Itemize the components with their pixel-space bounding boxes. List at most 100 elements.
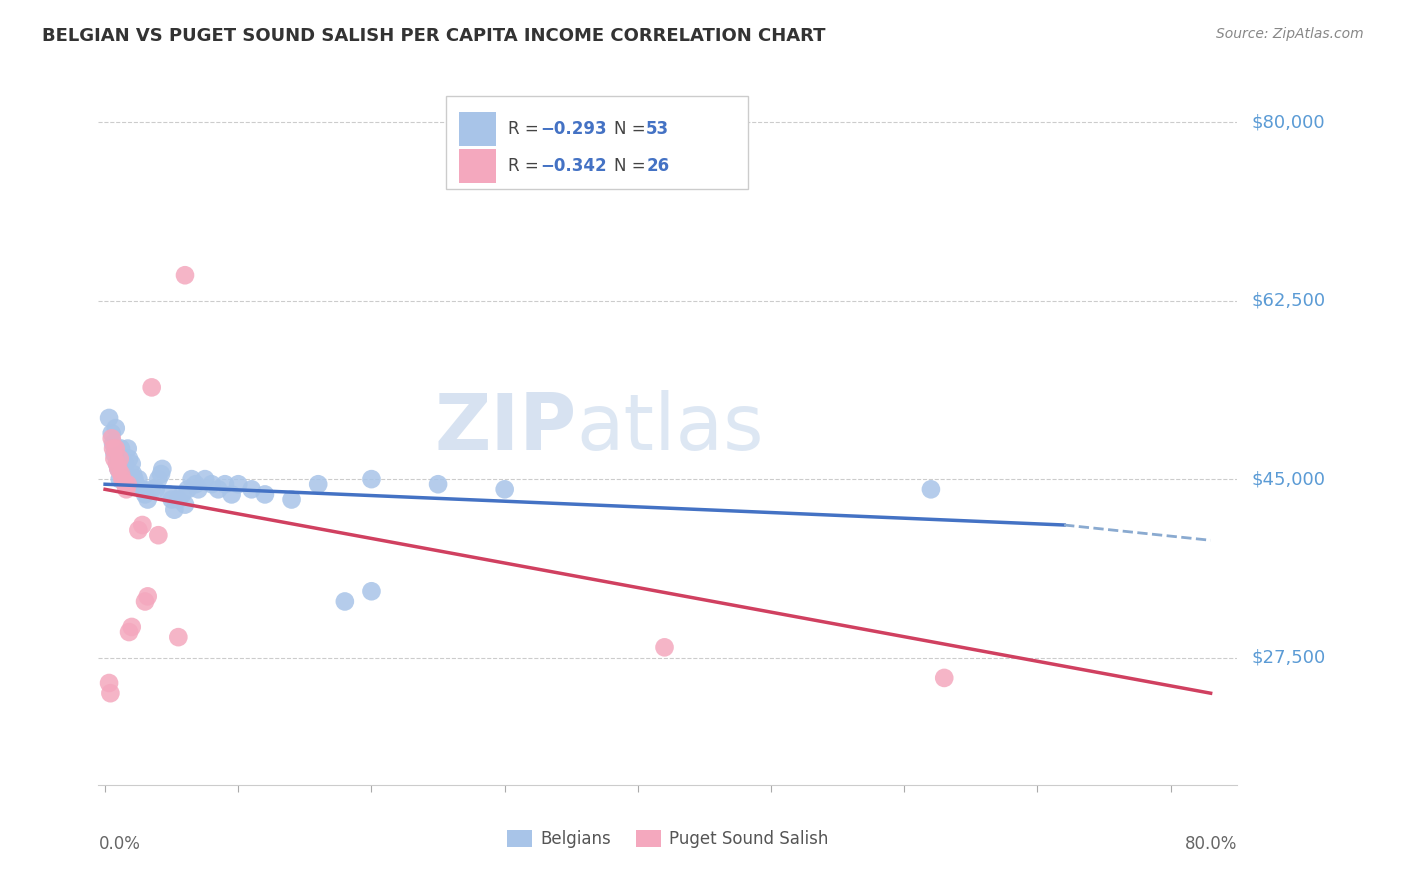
Point [226,477,249,491]
Point [108,472,131,486]
Point [105,457,128,471]
Point [174,268,197,283]
Point [150,467,173,481]
Text: $62,500: $62,500 [1251,292,1326,310]
Text: Source: ZipAtlas.com: Source: ZipAtlas.com [1216,27,1364,41]
Point [214,477,236,491]
Point [105,457,128,471]
Point [494,483,516,497]
Text: N =: N = [614,120,651,137]
Point [167,492,190,507]
Text: R =: R = [509,157,544,175]
Point [160,492,183,507]
Text: $27,500: $27,500 [1251,648,1326,666]
Point [654,640,676,655]
Point [110,467,132,481]
Point [118,625,141,640]
Point [100,426,122,441]
Point [101,436,124,450]
Point [98,676,121,690]
Point [172,487,194,501]
Point [240,483,263,497]
Point [107,462,129,476]
Point [207,483,229,497]
Point [104,442,127,456]
Point [307,477,329,491]
Point [117,442,139,456]
Point [187,483,209,497]
Point [101,442,124,456]
Text: R =: R = [509,120,544,137]
Point [111,472,134,486]
Point [125,477,148,491]
Text: 80.0%: 80.0% [1185,835,1237,853]
Text: $80,000: $80,000 [1251,113,1324,131]
Point [163,502,186,516]
Legend: Belgians, Puget Sound Salish: Belgians, Puget Sound Salish [501,823,835,855]
Point [117,477,139,491]
Point [134,487,156,501]
Point [115,467,138,481]
Text: 53: 53 [647,120,669,137]
Point [111,451,134,466]
Point [141,380,163,394]
Point [107,462,129,476]
Point [194,472,217,486]
Point [100,431,122,445]
Point [103,451,125,466]
Point [131,483,153,497]
Point [167,630,190,644]
Point [148,472,170,486]
Point [184,477,207,491]
Point [127,472,149,486]
Point [174,498,197,512]
Point [360,472,382,486]
Point [115,483,138,497]
Bar [460,112,496,146]
Point [920,483,942,497]
Text: BELGIAN VS PUGET SOUND SALISH PER CAPITA INCOME CORRELATION CHART: BELGIAN VS PUGET SOUND SALISH PER CAPITA… [42,27,825,45]
Text: atlas: atlas [576,390,765,467]
Point [110,442,132,456]
Point [150,462,173,476]
Point [108,451,131,466]
Point [176,483,198,497]
Point [427,477,450,491]
Point [280,492,302,507]
Point [136,590,159,604]
Point [145,483,167,497]
Point [136,492,159,507]
Text: −0.293: −0.293 [540,120,607,137]
Point [360,584,382,599]
Text: −0.342: −0.342 [540,157,607,175]
Text: 26: 26 [647,157,669,175]
Point [333,594,356,608]
Point [201,477,224,491]
Text: N =: N = [614,157,651,175]
Point [114,477,136,491]
Point [134,594,156,608]
Point [131,518,153,533]
Point [103,447,125,461]
Text: ZIP: ZIP [434,390,576,467]
Point [100,686,122,700]
Point [253,487,276,501]
Point [141,483,163,497]
Point [124,472,146,486]
Point [157,487,180,501]
Point [114,457,136,471]
Point [127,523,149,537]
Point [118,451,141,466]
Point [122,467,145,481]
Text: 0.0%: 0.0% [98,835,141,853]
Point [104,421,127,435]
Point [98,411,121,425]
Point [121,620,143,634]
Point [148,528,170,542]
Bar [460,149,496,183]
Point [221,487,243,501]
Point [180,472,202,486]
Point [934,671,956,685]
Point [121,457,143,471]
FancyBboxPatch shape [446,96,748,189]
